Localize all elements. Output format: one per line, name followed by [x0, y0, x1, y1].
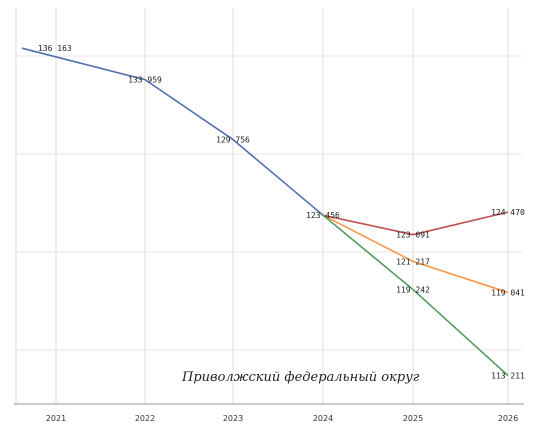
data-label: 121 217 — [396, 257, 430, 266]
series-line — [21, 47, 324, 216]
data-label: 129 756 — [216, 136, 250, 145]
data-label: 133 959 — [128, 76, 162, 85]
data-label: 119 242 — [396, 286, 430, 295]
x-tick-label: 2023 — [223, 414, 243, 423]
x-tick-label: 2024 — [313, 414, 333, 423]
series-line — [322, 211, 509, 236]
series-line — [322, 214, 509, 294]
x-tick-label: 2026 — [498, 414, 518, 423]
data-label: 123 091 — [396, 231, 430, 240]
x-tick-labels: 2021 2022 2023 2024 2025 2026 — [46, 414, 518, 423]
series-line — [322, 214, 509, 377]
data-label: 123 456 — [306, 211, 340, 220]
grid — [15, 8, 522, 404]
data-label: 119 041 — [491, 288, 525, 297]
data-label: 113 211 — [491, 372, 525, 381]
region-annotation: Приволжский федеральный округ — [181, 370, 420, 385]
x-tick-label: 2021 — [46, 414, 66, 423]
x-tick-label: 2025 — [403, 414, 423, 423]
data-labels: 136 163 133 959 129 756 123 456 123 091 124 4… — [38, 44, 525, 380]
x-tick-label: 2022 — [135, 414, 155, 423]
data-label: 136 163 — [38, 44, 72, 53]
data-label: 124 470 — [491, 208, 525, 217]
series-lines — [21, 47, 509, 377]
